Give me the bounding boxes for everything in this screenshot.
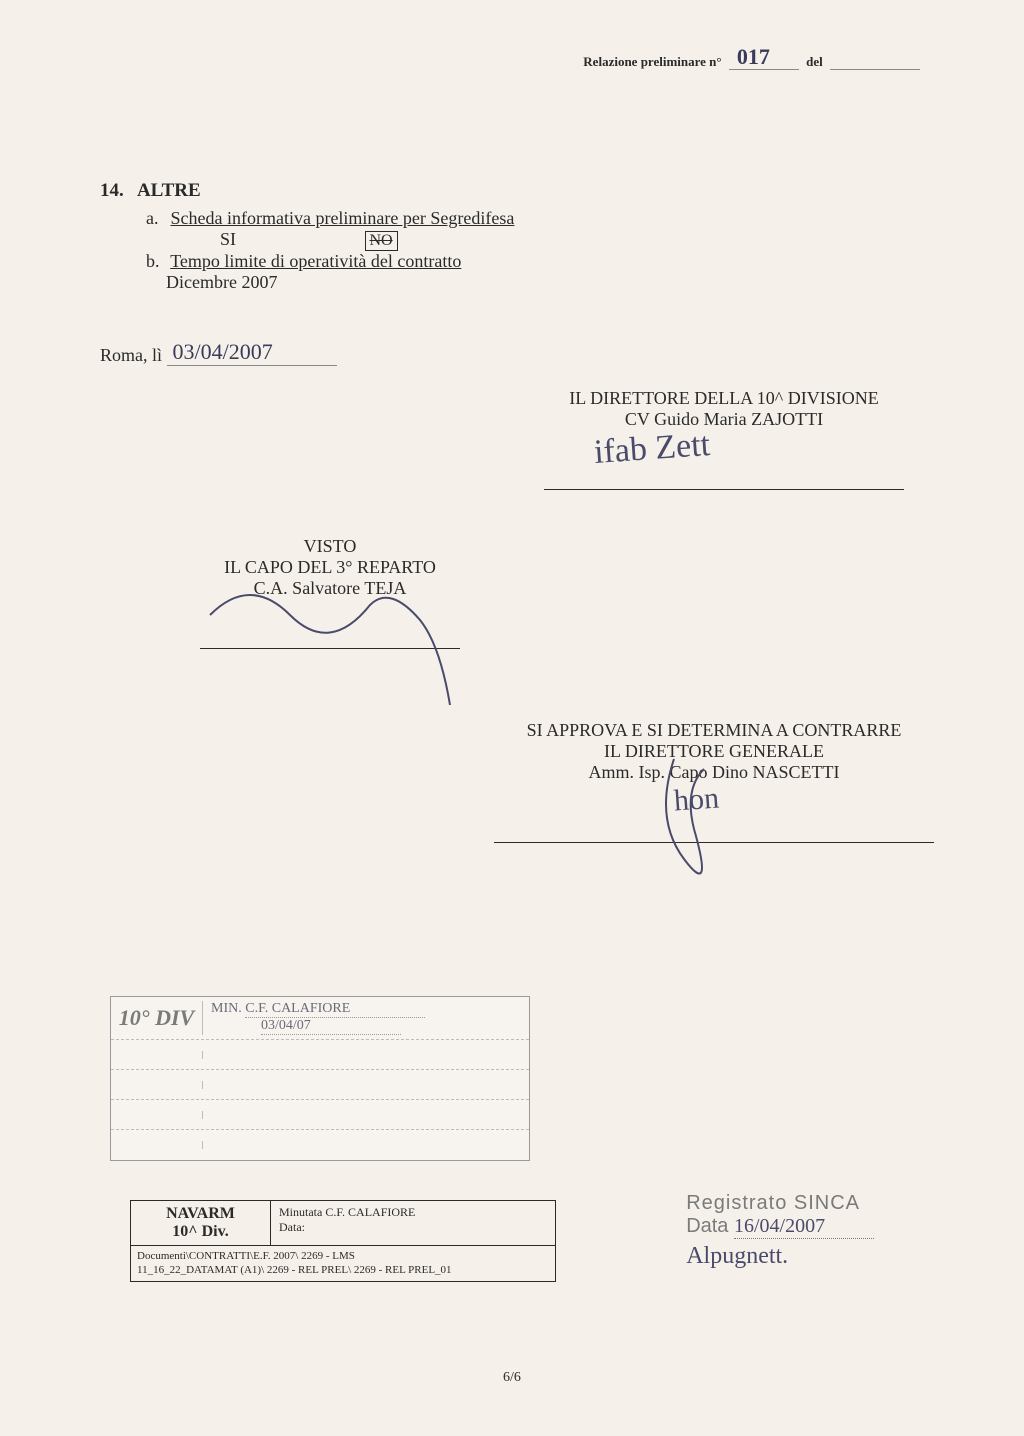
section-14-title: 14. ALTRE <box>100 180 944 202</box>
header-number-blank: 017 <box>729 52 799 70</box>
navarm-right: Minutata C.F. CALAFIORE Data: <box>271 1201 555 1245</box>
item-b-sub: Dicembre 2007 <box>166 272 944 293</box>
date-line: Roma, lì 03/04/2007 <box>100 339 944 366</box>
si-no-row: SI NO <box>220 229 944 251</box>
navarm-bottom: Documenti\CONTRATTI\E.F. 2007\ 2269 - LM… <box>131 1246 555 1281</box>
navarm-box: NAVARM 10^ Div. Minutata C.F. CALAFIORE … <box>130 1200 556 1282</box>
header-date-blank <box>830 52 920 70</box>
signature-approva: SI APPROVA E SI DETERMINA A CONTRARRE IL… <box>464 720 964 843</box>
signature-scribble-direttore: ifab Zett <box>593 426 711 472</box>
header-relazione: Relazione preliminare n° 017 del <box>583 52 924 70</box>
signature-loop-approva-svg <box>634 759 834 919</box>
item-a: a. Scheda informativa preliminare per Se… <box>146 208 944 229</box>
header-label-right: del <box>806 54 823 69</box>
sig-line-direttore: ifab Zett <box>544 436 904 490</box>
item-b: b. Tempo limite di operatività del contr… <box>146 251 944 272</box>
stamp-min-row: MIN. C.F. CALAFIORE 03/04/07 <box>203 997 529 1039</box>
sinca-signature: Alpugnett. <box>686 1243 874 1270</box>
stamp-10div: 10° DIV MIN. C.F. CALAFIORE 03/04/07 <box>110 996 530 1161</box>
signature-visto: VISTO IL CAPO DEL 3° REPARTO C.A. Salvat… <box>170 536 490 649</box>
signature-scribble-visto-svg <box>190 565 450 685</box>
signature-direttore: IL DIRETTORE DELLA 10^ DIVISIONE CV Guid… <box>514 388 934 490</box>
no-box-strikethrough: NO <box>365 231 398 251</box>
header-number-hand: 017 <box>737 44 770 70</box>
date-handwritten: 03/04/2007 <box>167 339 337 366</box>
sig-line-approva: hon <box>494 789 934 843</box>
page-number: 6/6 <box>0 1370 1024 1386</box>
sinca-block: Registrato SINCA Data 16/04/2007 Alpugne… <box>686 1192 874 1270</box>
sig-line-visto <box>200 605 460 649</box>
main-content: 14. ALTRE a. Scheda informativa prelimin… <box>100 180 944 366</box>
navarm-left: NAVARM 10^ Div. <box>131 1201 271 1245</box>
header-label-left: Relazione preliminare n° <box>583 54 721 69</box>
